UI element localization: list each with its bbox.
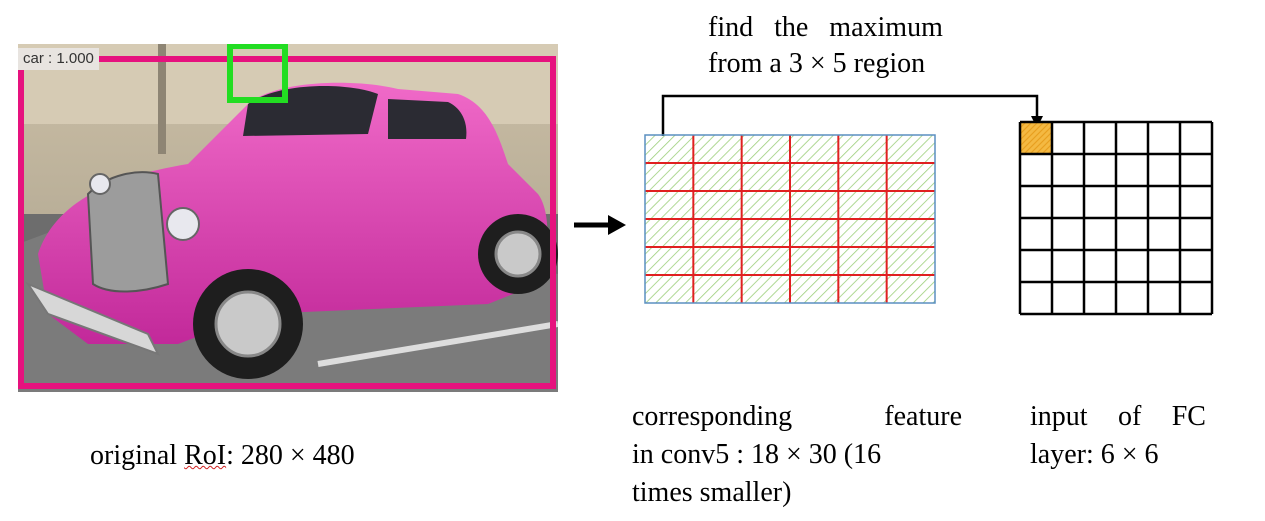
fc-caption-word3: FC <box>1171 401 1206 432</box>
fc-input-grid <box>1018 120 1214 316</box>
feature-caption-word2: feature <box>884 401 962 432</box>
feature-caption: corresponding feature in conv5 : 18 × 30… <box>632 398 962 512</box>
max-value-hatch-line <box>1019 121 1039 141</box>
max-value-hatch-line <box>1023 125 1053 155</box>
max-value-hatch-line <box>1019 121 1033 135</box>
max-region-caption-line1: find the maximum <box>708 12 943 43</box>
fc-grid-lines <box>1018 120 1214 316</box>
roi-caption-roi: RoI <box>184 440 227 471</box>
fc-caption-line2: layer: 6 × 6 <box>1030 439 1159 470</box>
max-region-caption-line2: from a 3 × 5 region <box>708 48 926 79</box>
feature-grid-lines <box>645 135 935 303</box>
feature-map-grid <box>644 134 936 304</box>
arrow-right-icon <box>574 215 626 235</box>
roi-caption-suffix: : 280 × 480 <box>226 440 355 471</box>
roi-caption: original RoI: 280 × 480 <box>90 440 355 472</box>
fc-caption-word1: input <box>1030 401 1088 432</box>
max-value-hatch-line <box>1029 131 1053 155</box>
car-photo-icon <box>18 44 558 392</box>
fc-caption-word2: of <box>1117 401 1142 432</box>
roi-photo <box>18 44 558 392</box>
max-value-hatch-line <box>1035 137 1053 155</box>
max-value-hatch-line <box>1019 121 1045 147</box>
feature-caption-line2: in conv5 : 18 × 30 (16 <box>632 439 882 470</box>
max-value-hatch-line <box>1041 143 1053 155</box>
max-region-caption: find the maximum from a 3 × 5 region <box>708 10 943 82</box>
max-value-hatch-line <box>1019 121 1051 153</box>
feature-caption-line1: corresponding feature <box>632 398 962 436</box>
roi-caption-prefix: original <box>90 440 185 471</box>
detection-label: car : 1.000 <box>18 48 99 70</box>
max-value-hatch <box>1019 121 1053 155</box>
fc-caption: input of FC layer: 6 × 6 <box>1030 398 1230 474</box>
feature-caption-word1: corresponding <box>632 401 793 432</box>
feature-caption-line3: times smaller) <box>632 477 792 508</box>
fc-caption-line1: input of FC <box>1030 398 1206 436</box>
